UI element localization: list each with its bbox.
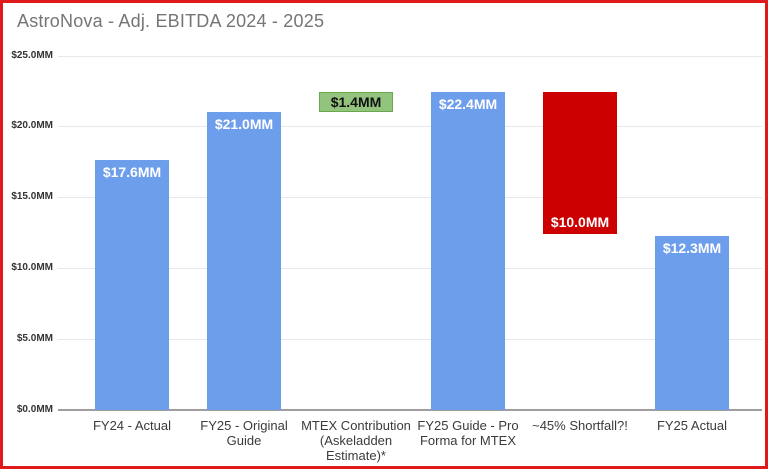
gridline: [58, 126, 762, 128]
gridline: [58, 197, 762, 199]
gridline: [58, 409, 762, 411]
y-tick-label: $20.0MM: [11, 120, 53, 132]
x-axis-label: ~45% Shortfall?!: [532, 418, 628, 433]
x-axis-label: FY25 - Original Guide: [200, 418, 288, 448]
bar: $1.4MM: [319, 92, 393, 113]
x-axis-label: MTEX Contribution (Askeladden Estimate)*: [301, 418, 411, 463]
bar-value-label: $12.3MM: [662, 239, 722, 256]
bar: $22.4MM: [431, 92, 505, 410]
y-tick-label: $5.0MM: [16, 333, 53, 345]
bar: $17.6MM: [95, 160, 169, 410]
y-tick-label: $10.0MM: [11, 262, 53, 274]
y-tick-label: $25.0MM: [11, 49, 53, 61]
y-tick-label: $15.0MM: [11, 191, 53, 203]
x-axis-label: FY25 Guide - Pro Forma for MTEX: [417, 418, 519, 448]
bar: $10.0MM: [543, 92, 617, 235]
bar-value-label: $1.4MM: [330, 94, 382, 111]
chart-title: AstroNova - Adj. EBITDA 2024 - 2025: [17, 11, 325, 31]
bar-value-label: $17.6MM: [102, 164, 162, 181]
bar-value-label: $10.0MM: [550, 214, 610, 231]
gridline: [58, 339, 762, 341]
x-axis-label: FY24 - Actual: [92, 418, 172, 433]
bar: $21.0MM: [207, 112, 281, 410]
bar-value-label: $22.4MM: [438, 96, 498, 113]
gridline: [58, 55, 762, 57]
y-tick-label: $0.0MM: [16, 404, 53, 415]
x-axis-label: FY25 Actual: [656, 418, 728, 433]
plot-area: $0.0MM $5.0MM $10.0MM $15.0MM $20.0MM $25.0MM…: [3, 3, 765, 466]
gridline: [58, 268, 762, 270]
bar: $12.3MM: [655, 235, 729, 410]
bar-value-label: $21.0MM: [214, 116, 274, 133]
